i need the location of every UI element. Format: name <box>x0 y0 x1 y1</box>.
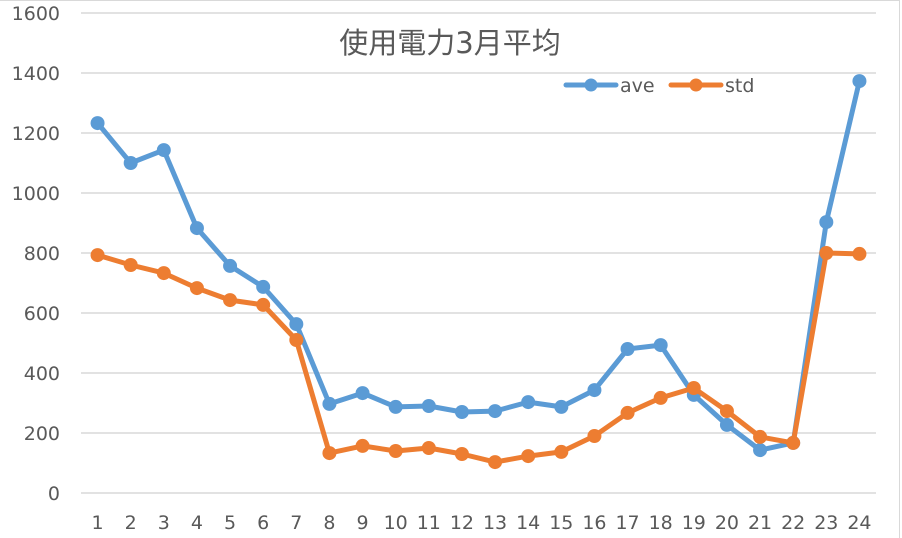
gridlines <box>81 12 876 494</box>
data-point-marker[interactable] <box>123 156 138 170</box>
legend-label-std: std <box>725 75 754 97</box>
x-tick-label: 6 <box>257 512 269 534</box>
data-point-marker[interactable] <box>819 246 834 260</box>
data-point-marker[interactable] <box>620 405 635 420</box>
x-tick-label: 24 <box>847 512 871 534</box>
x-tick-label: 11 <box>417 512 441 534</box>
data-point-marker[interactable] <box>322 446 337 461</box>
x-tick-label: 10 <box>384 512 408 534</box>
data-point-marker[interactable] <box>256 297 271 312</box>
series-line <box>95 78 862 453</box>
data-point-marker[interactable] <box>819 215 834 230</box>
x-tick-label: 7 <box>290 512 302 534</box>
series-ave <box>90 74 867 458</box>
x-tick-label: 22 <box>781 512 805 534</box>
data-point-marker[interactable] <box>488 404 503 419</box>
x-tick-label: 13 <box>483 512 507 534</box>
data-point-marker[interactable] <box>620 342 635 356</box>
x-tick-label: 16 <box>582 512 606 534</box>
x-tick-label: 2 <box>125 512 137 534</box>
y-tick-label: 200 <box>24 423 60 445</box>
data-point-marker[interactable] <box>753 429 768 444</box>
data-point-marker[interactable] <box>421 441 436 455</box>
data-point-marker[interactable] <box>686 381 701 395</box>
y-axis-labels: 0 200 400 600 800 1000 1200 1400 1600 <box>12 3 60 505</box>
x-tick-label: 1 <box>92 512 104 534</box>
y-tick-label: 1000 <box>12 183 60 205</box>
data-point-marker[interactable] <box>156 266 171 281</box>
data-point-marker[interactable] <box>454 405 469 419</box>
x-tick-label: 8 <box>323 512 335 534</box>
data-point-marker[interactable] <box>256 279 271 294</box>
data-point-marker[interactable] <box>189 281 204 296</box>
series-line <box>95 250 862 465</box>
data-point-marker[interactable] <box>223 258 238 273</box>
x-tick-label: 17 <box>615 512 639 534</box>
data-point-marker[interactable] <box>521 395 536 410</box>
data-point-marker[interactable] <box>289 317 304 332</box>
x-tick-label: 23 <box>814 512 838 534</box>
data-point-marker[interactable] <box>388 399 403 414</box>
data-point-marker[interactable] <box>355 386 370 401</box>
data-point-marker[interactable] <box>554 444 569 459</box>
data-point-marker[interactable] <box>189 221 204 236</box>
data-point-marker[interactable] <box>355 438 370 453</box>
data-point-marker[interactable] <box>653 390 668 405</box>
data-point-marker[interactable] <box>521 449 536 464</box>
series-std <box>90 246 867 470</box>
data-point-marker[interactable] <box>421 399 436 413</box>
x-tick-label: 12 <box>450 512 474 534</box>
data-point-marker[interactable] <box>786 435 801 450</box>
x-tick-label: 14 <box>516 512 540 534</box>
data-point-marker[interactable] <box>554 399 569 414</box>
data-point-marker[interactable] <box>90 248 105 263</box>
data-point-marker[interactable] <box>90 116 105 131</box>
data-point-marker[interactable] <box>653 338 668 353</box>
data-point-marker[interactable] <box>719 404 734 419</box>
data-point-marker[interactable] <box>454 447 469 461</box>
y-tick-label: 400 <box>24 363 60 385</box>
legend-label-ave: ave <box>620 75 655 97</box>
x-tick-label: 19 <box>682 512 706 534</box>
chart-title: 使用電力3月平均 <box>339 26 560 60</box>
y-tick-label: 800 <box>24 243 60 265</box>
data-point-marker[interactable] <box>289 333 304 347</box>
x-tick-label: 18 <box>649 512 673 534</box>
x-tick-label: 9 <box>357 512 369 534</box>
data-point-marker[interactable] <box>852 246 867 261</box>
y-tick-label: 1600 <box>12 3 60 25</box>
legend-marker-std-icon <box>689 78 703 92</box>
data-point-marker[interactable] <box>488 455 503 470</box>
y-tick-label: 1400 <box>12 63 60 85</box>
data-point-marker[interactable] <box>123 258 138 272</box>
data-point-marker[interactable] <box>223 293 238 308</box>
data-point-marker[interactable] <box>719 417 734 432</box>
x-tick-label: 21 <box>748 512 772 534</box>
x-axis-labels: 1 2 3 4 5 6 7 8 9 10 11 12 13 14 15 16 17 18 19 20 21 22 23 24 <box>92 512 872 534</box>
data-point-marker[interactable] <box>587 429 602 443</box>
data-point-marker[interactable] <box>322 396 337 411</box>
data-point-marker[interactable] <box>587 383 602 398</box>
x-tick-label: 20 <box>715 512 739 534</box>
x-tick-label: 4 <box>191 512 203 534</box>
x-tick-label: 3 <box>158 512 170 534</box>
data-point-marker[interactable] <box>156 143 171 158</box>
series-lines <box>90 74 867 470</box>
legend-item-ave[interactable]: ave <box>563 75 655 97</box>
data-point-marker[interactable] <box>852 74 867 89</box>
legend-item-std[interactable]: std <box>668 75 754 97</box>
x-tick-label: 15 <box>549 512 573 534</box>
x-tick-label: 5 <box>224 512 236 534</box>
data-point-marker[interactable] <box>753 443 768 458</box>
legend: ave std <box>563 75 754 97</box>
y-tick-label: 0 <box>48 483 60 505</box>
y-tick-label: 1200 <box>12 123 60 145</box>
data-point-marker[interactable] <box>388 444 403 458</box>
legend-marker-ave-icon <box>584 78 598 92</box>
y-tick-label: 600 <box>24 303 60 325</box>
